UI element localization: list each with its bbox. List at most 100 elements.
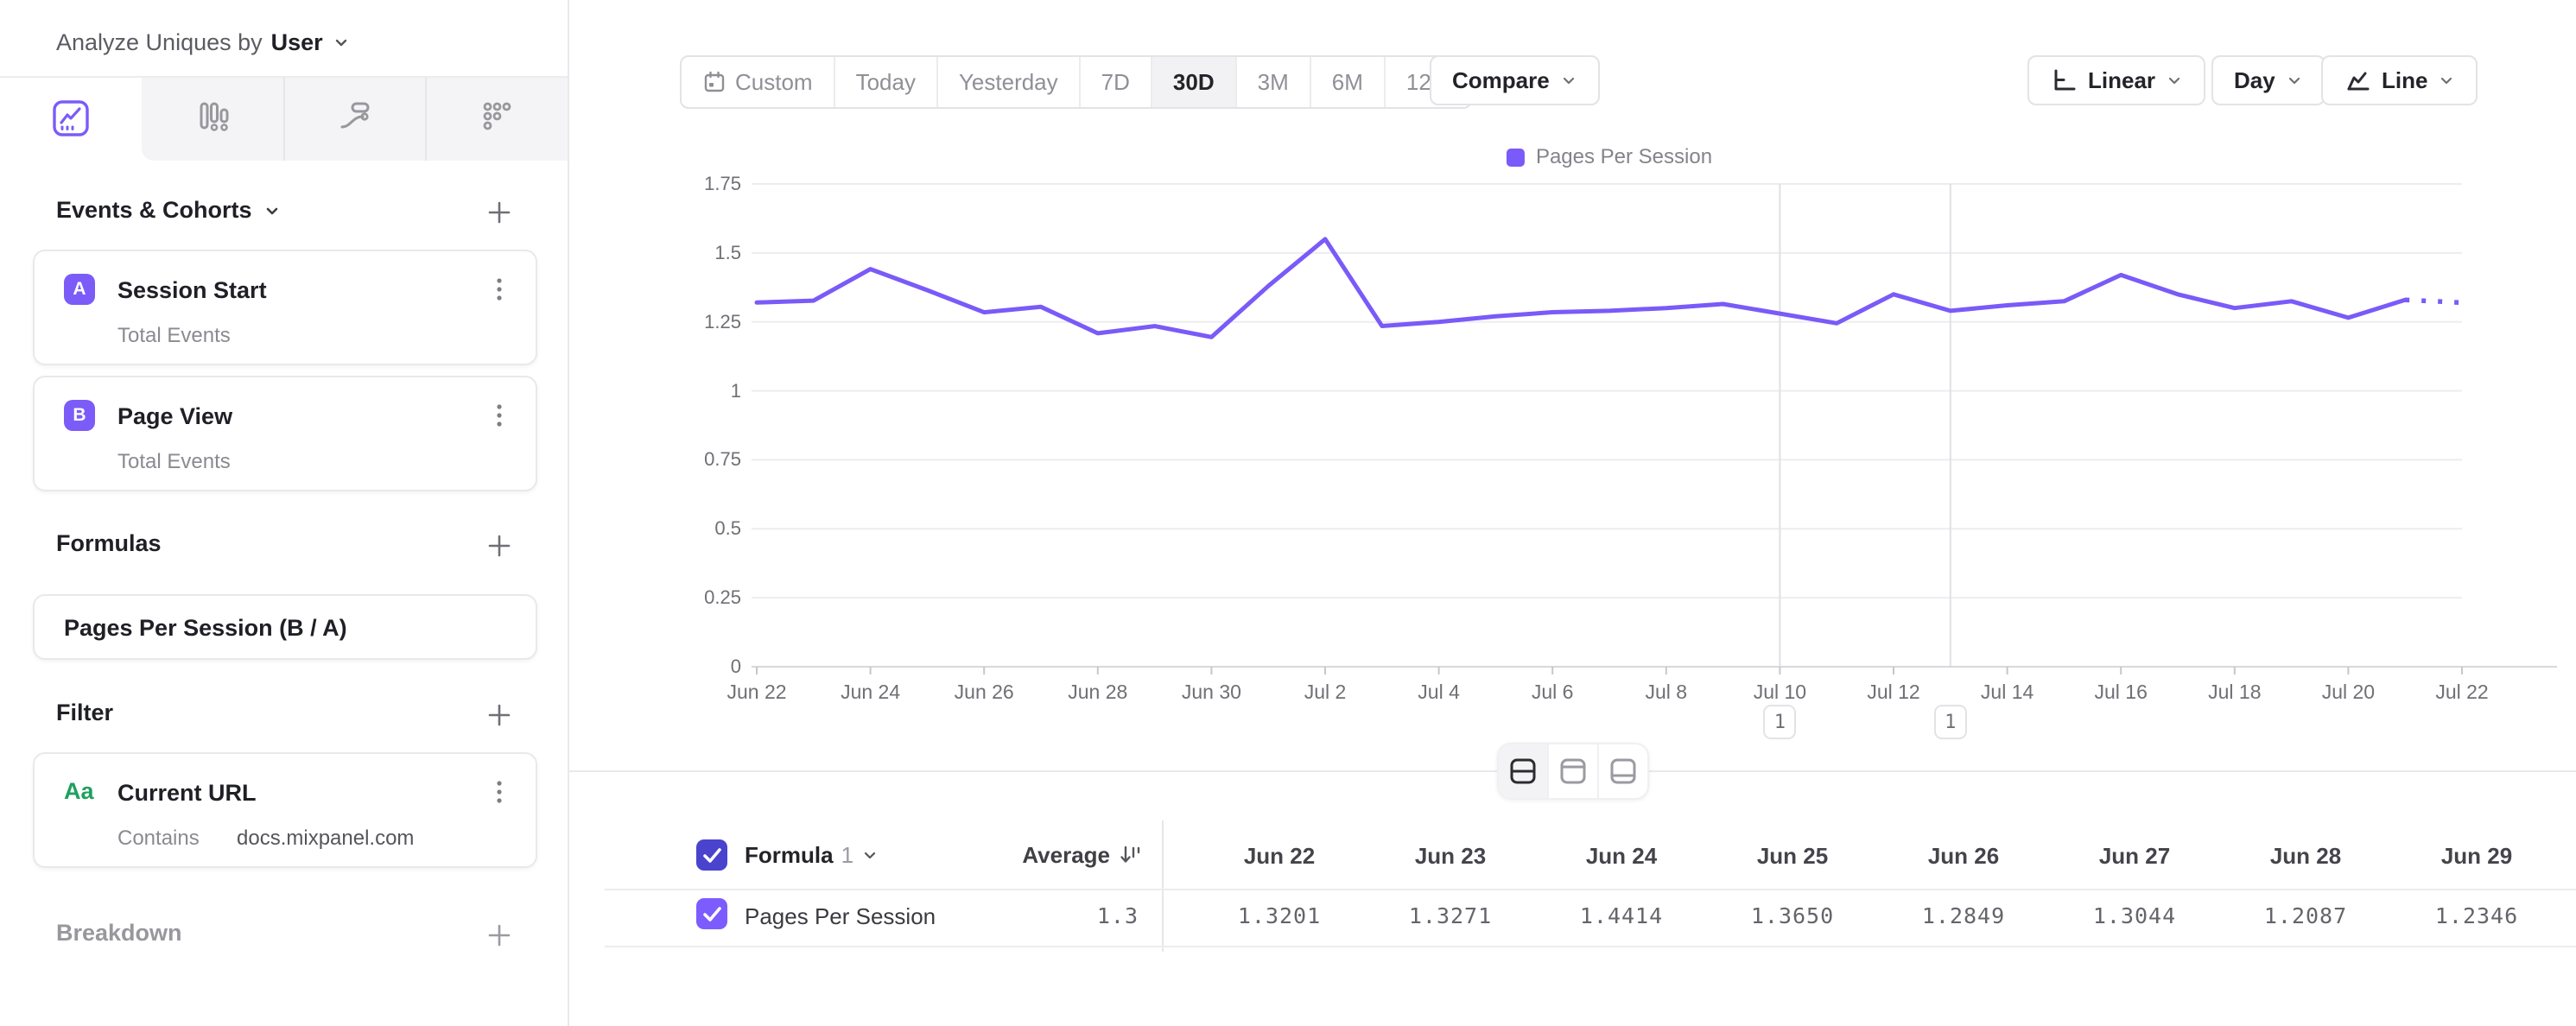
sidebar-main-divider: [568, 0, 569, 1026]
x-axis-label: Jun 28: [1068, 681, 1128, 703]
average-header-label: Average: [1022, 841, 1110, 868]
range-button-6m[interactable]: 6M: [1309, 57, 1384, 107]
table-column-header[interactable]: Jun 22: [1243, 843, 1316, 869]
range-button-today[interactable]: Today: [833, 57, 936, 107]
range-button-7d[interactable]: 7D: [1078, 57, 1151, 107]
flow-tab-icon[interactable]: [335, 98, 375, 138]
table-column-header[interactable]: Jun 29: [2440, 843, 2513, 869]
table-column-header[interactable]: Jun 25: [1756, 843, 1829, 869]
series-average-value: 1.3: [1096, 903, 1139, 928]
analyze-uniques-control[interactable]: Analyze Uniques by User: [56, 26, 351, 59]
table-cell-value: 1.2087: [2263, 903, 2348, 928]
x-axis-label: Jun 30: [1181, 681, 1241, 703]
string-property-icon: Aa: [64, 778, 94, 804]
event-card-session-start[interactable]: A Session Start Total Events: [33, 250, 537, 365]
plus-icon: [488, 201, 511, 224]
table-column-header[interactable]: Jun 24: [1585, 843, 1658, 869]
x-axis-label: Jul 8: [1645, 681, 1688, 703]
x-axis-label: Jul 20: [2321, 681, 2376, 703]
table-row-divider: [605, 946, 2576, 947]
formula-card[interactable]: Pages Per Session (B / A): [33, 594, 537, 660]
table-cell-value: 1.2346: [2434, 903, 2519, 928]
average-sort-header[interactable]: Average: [916, 839, 1142, 871]
linear-axis-icon: [2054, 69, 2076, 91]
table-column-header[interactable]: Jun 26: [1927, 843, 2000, 869]
series-row-label[interactable]: Pages Per Session: [745, 903, 936, 929]
events-cohorts-title: Events & Cohorts: [56, 197, 252, 223]
add-formula-button[interactable]: [482, 529, 517, 563]
filter-card-current-url[interactable]: Aa Current URL Contains docs.mixpanel.co…: [33, 752, 537, 868]
annotation-badge[interactable]: 1: [1933, 705, 1967, 739]
chart-type-button[interactable]: Line: [2321, 55, 2478, 105]
x-axis-label: Jun 22: [726, 681, 787, 703]
x-axis-label: Jun 26: [954, 681, 1014, 703]
x-axis-label: Jul 2: [1304, 681, 1347, 703]
chart-type-label: Line: [2382, 66, 2428, 93]
table-cell-value: 1.3201: [1237, 903, 1322, 928]
axis-scale-button[interactable]: Linear: [2027, 55, 2206, 105]
bar-chart-tab-icon[interactable]: [194, 98, 233, 138]
event-card-page-view[interactable]: B Page View Total Events: [33, 376, 537, 491]
event-badge-b: B: [64, 400, 95, 431]
calendar-icon: [704, 71, 725, 92]
kebab-menu-icon[interactable]: [484, 776, 515, 808]
filter-operator[interactable]: Contains: [117, 826, 200, 850]
y-axis-label: 1: [730, 379, 741, 402]
analyze-value[interactable]: User: [270, 28, 323, 55]
formulas-title: Formulas: [56, 530, 162, 556]
x-axis-label: Jul 6: [1531, 681, 1574, 703]
range-button-3m[interactable]: 3M: [1234, 57, 1310, 107]
add-breakdown-button[interactable]: [482, 918, 517, 953]
filter-property[interactable]: Current URL: [117, 780, 257, 806]
interval-button[interactable]: Day: [2211, 55, 2325, 105]
checkmark-icon: [703, 907, 721, 922]
chart-legend[interactable]: Pages Per Session: [1506, 145, 1712, 169]
range-button-yesterday[interactable]: Yesterday: [936, 57, 1079, 107]
formula-expression[interactable]: Pages Per Session (B / A): [64, 615, 347, 641]
y-axis-label: 1.25: [704, 310, 741, 332]
x-axis-label: Jul 10: [1753, 681, 1807, 703]
table-header-divider: [605, 889, 2576, 890]
kebab-menu-icon[interactable]: [484, 274, 515, 305]
table-column-header[interactable]: Jun 27: [2098, 843, 2171, 869]
x-axis-label: Jun 24: [841, 681, 901, 703]
event-title[interactable]: Session Start: [117, 277, 267, 303]
series-select-checkbox[interactable]: [696, 898, 727, 929]
range-button-custom[interactable]: Custom: [682, 57, 834, 107]
table-cell-value: 1.2849: [1921, 903, 2006, 928]
sort-icon: [1120, 846, 1140, 863]
formula-header-index: 1: [841, 841, 854, 868]
date-range-group: Custom Today Yesterday 7D 30D 3M 6M 12M: [680, 55, 1473, 109]
compare-button[interactable]: Compare: [1430, 55, 1600, 105]
formula-header-dropdown[interactable]: Formula 1: [745, 839, 879, 871]
table-cell-value: 1.3650: [1750, 903, 1835, 928]
layout-table-button[interactable]: [1597, 744, 1647, 798]
add-event-button[interactable]: [482, 195, 517, 230]
range-button-30d[interactable]: 30D: [1150, 57, 1235, 107]
chevron-down-icon: [2168, 77, 2180, 85]
add-filter-button[interactable]: [482, 698, 517, 732]
legend-swatch: [1506, 148, 1525, 167]
layout-split-button[interactable]: [1499, 744, 1547, 798]
layout-chart-button[interactable]: [1547, 744, 1597, 798]
event-aggregation[interactable]: Total Events: [117, 324, 231, 347]
y-axis-label: 0.5: [714, 517, 741, 540]
filter-title: Filter: [56, 700, 114, 725]
kebab-menu-icon[interactable]: [484, 400, 515, 431]
events-cohorts-header[interactable]: Events & Cohorts: [56, 197, 282, 224]
table-column-header[interactable]: Jun 23: [1414, 843, 1487, 869]
table-column-header[interactable]: Jun 28: [2269, 843, 2342, 869]
analyze-label: Analyze Uniques by: [56, 28, 263, 55]
line-chart-tab-icon[interactable]: [51, 98, 91, 138]
event-aggregation[interactable]: Total Events: [117, 450, 231, 473]
range-label: Today: [855, 68, 916, 95]
filter-value[interactable]: docs.mixpanel.com: [237, 826, 415, 850]
query-builder-sidebar: Analyze Uniques by User: [0, 0, 568, 1026]
y-axis-label: 1.5: [714, 241, 741, 263]
event-title[interactable]: Page View: [117, 403, 233, 429]
metric-grid-tab-icon[interactable]: [478, 98, 517, 138]
annotation-badge[interactable]: 1: [1763, 705, 1797, 739]
formula-select-checkbox[interactable]: [696, 839, 727, 871]
